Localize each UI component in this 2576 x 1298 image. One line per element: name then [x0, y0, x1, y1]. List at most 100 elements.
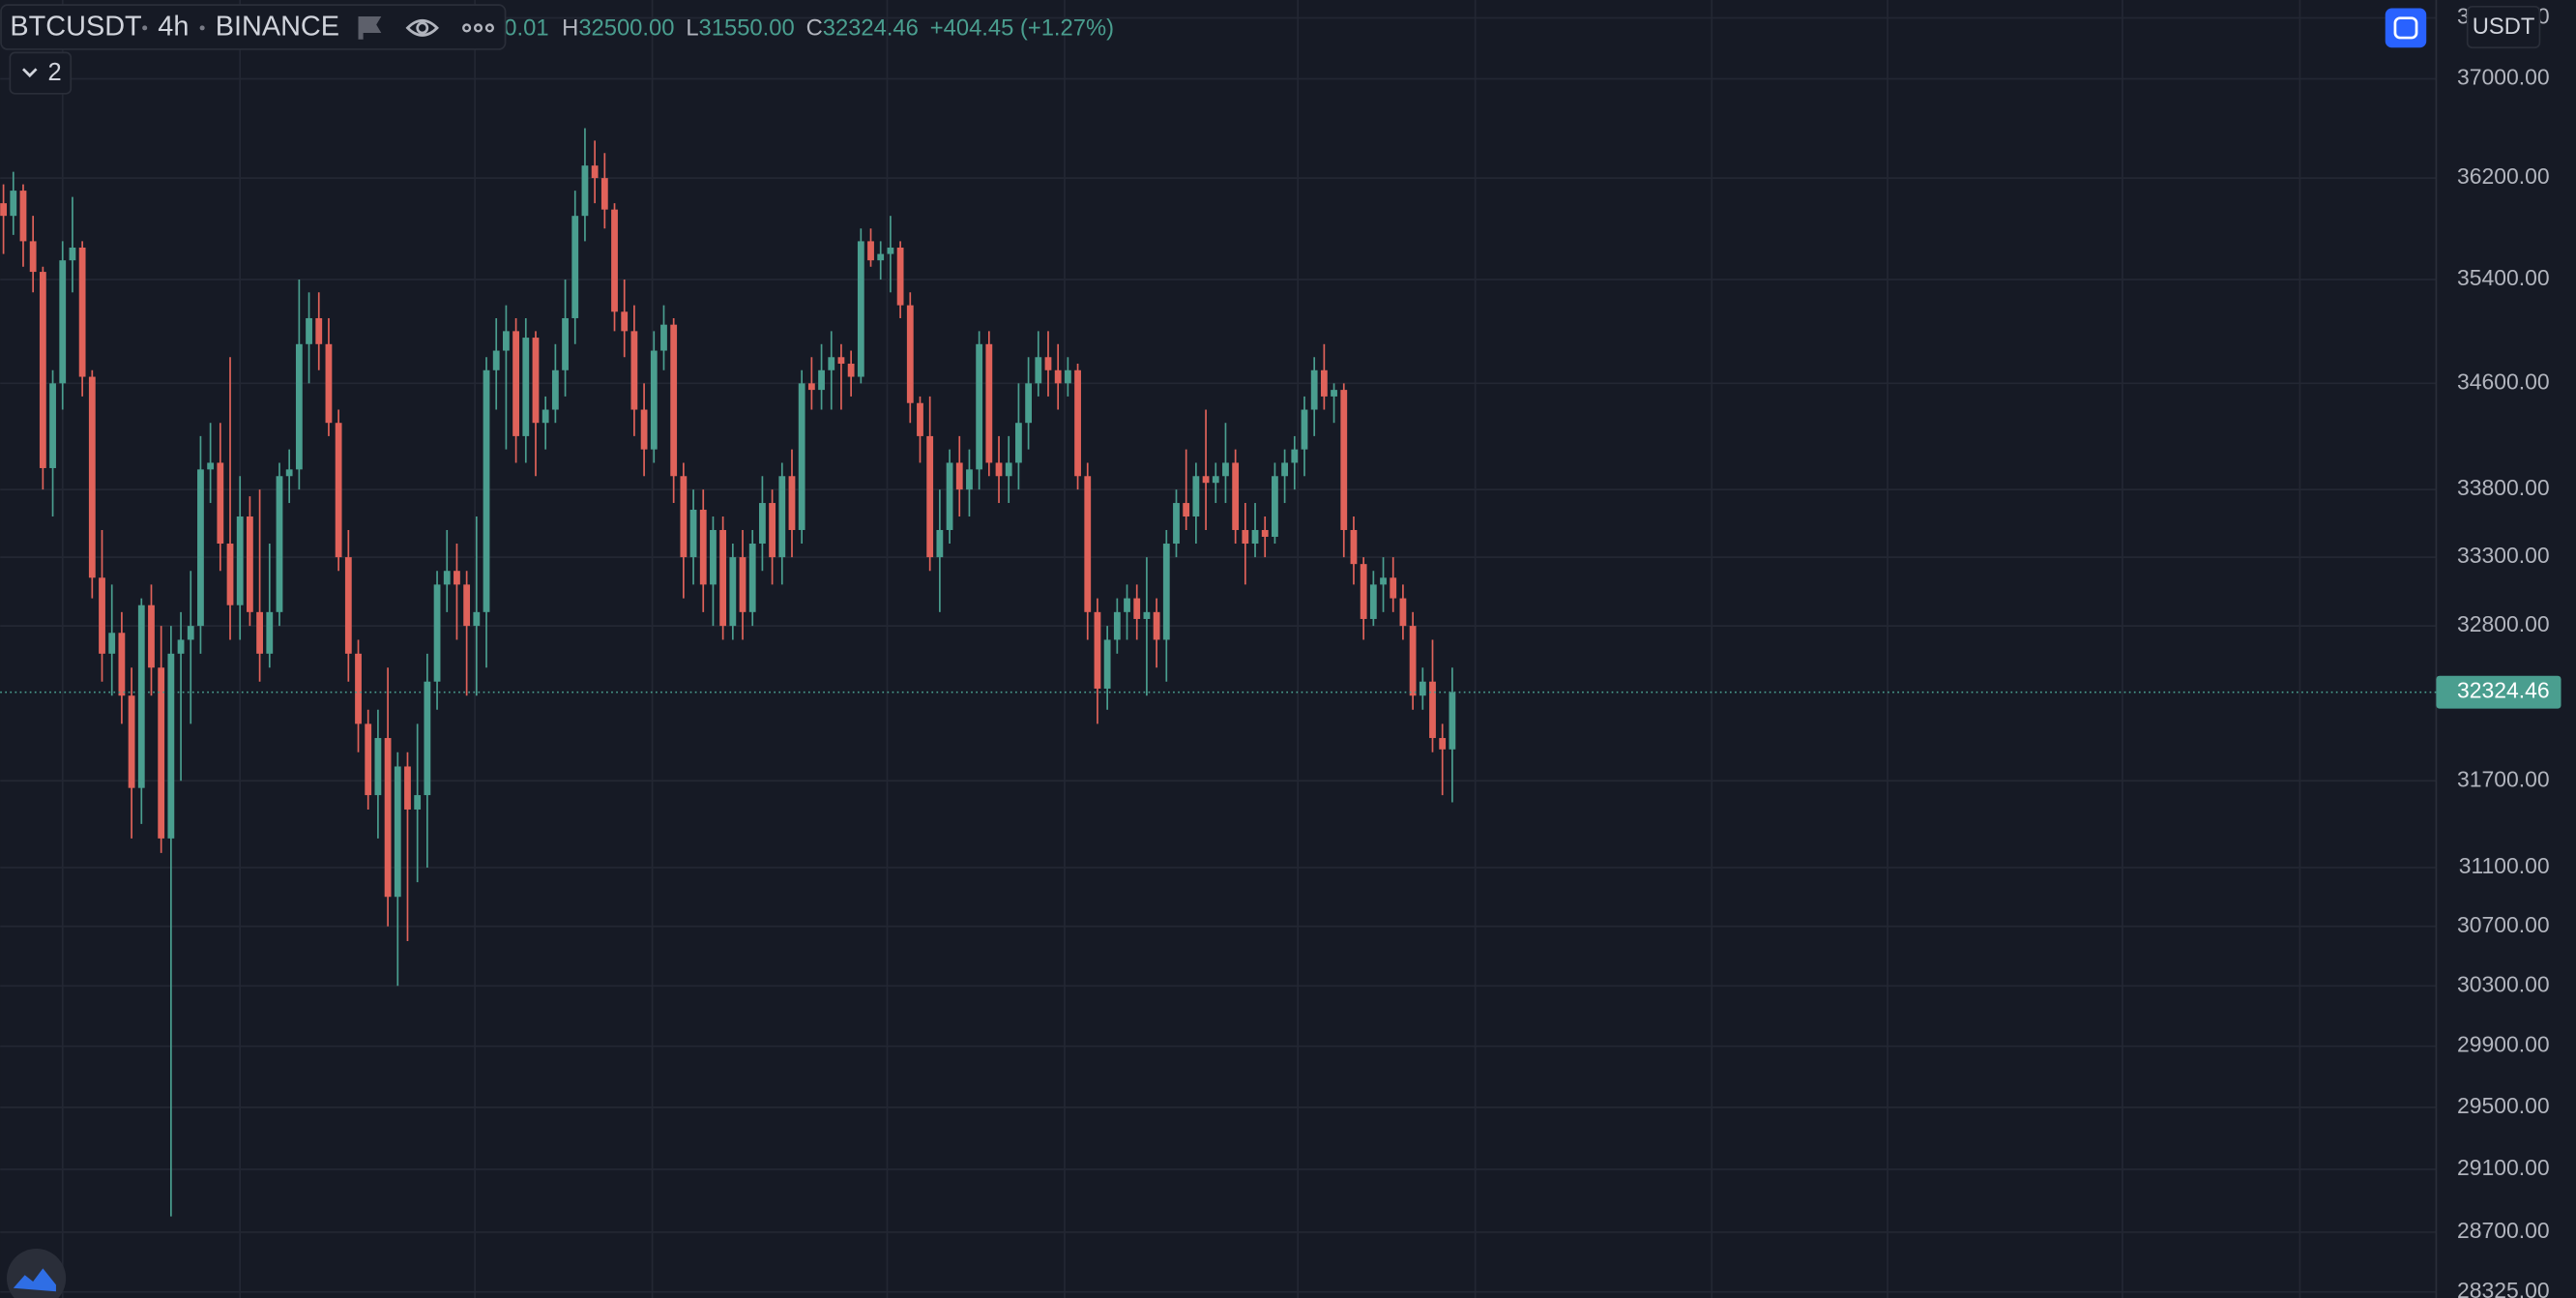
candle-body	[1124, 598, 1130, 612]
candle-body	[217, 462, 224, 545]
candle-body	[1301, 409, 1308, 450]
exchange[interactable]: BINANCE	[216, 12, 339, 43]
indicator-count: 2	[47, 59, 61, 86]
candle-body	[1291, 449, 1299, 463]
candle-body	[1015, 423, 1022, 463]
last-price-tag	[2436, 675, 2561, 709]
candle-body	[837, 357, 845, 365]
legend-value: 32500.00	[578, 15, 674, 42]
separator	[142, 25, 148, 31]
candle-body	[847, 364, 855, 377]
candle-body	[562, 317, 569, 370]
legend-value: 31550.00	[699, 15, 795, 42]
legend-hlc: H32500.00 L31550.00 C32324.46 +404.45 (+1.2…	[562, 15, 1114, 42]
y-tick-label: 33300.00	[2457, 543, 2550, 568]
candle-body	[148, 605, 155, 668]
candle-body	[778, 476, 786, 558]
candle-body	[936, 529, 944, 558]
candle-body	[798, 383, 805, 530]
candle-body	[1350, 529, 1358, 565]
candle-body	[1202, 476, 1210, 484]
flag-icon[interactable]	[358, 15, 382, 40]
candle-body	[788, 476, 796, 530]
settings-button[interactable]	[2385, 8, 2427, 48]
candle-body	[39, 272, 46, 468]
candle-body	[1439, 738, 1447, 750]
candle-body	[207, 462, 215, 470]
y-tick-label: 31100.00	[2459, 853, 2550, 878]
symbol[interactable]: BTCUSDT	[10, 12, 141, 43]
candle-body	[1251, 529, 1259, 545]
candle-body	[877, 253, 885, 261]
candle-body	[197, 469, 204, 627]
candle-body	[896, 247, 904, 306]
candle-body	[424, 681, 431, 796]
candle-body	[906, 305, 914, 403]
candle-body	[1005, 462, 1012, 477]
candle-body	[1173, 503, 1180, 545]
y-tick-label: 33800.00	[2457, 475, 2550, 500]
candle-body	[581, 165, 589, 217]
candle-body	[1232, 462, 1240, 530]
y-tick-label: 29500.00	[2457, 1093, 2550, 1118]
currency: USDT	[2473, 14, 2535, 40]
interval[interactable]: 4h	[158, 12, 189, 43]
candle-body	[1084, 476, 1092, 612]
candle-body	[1192, 476, 1200, 516]
ohlc-legend: O31920.01H32500.00L31550.00C32324.46+404…	[435, 15, 1114, 42]
candle-body	[759, 503, 766, 545]
legend-key: C	[806, 15, 823, 42]
candle-body	[689, 510, 697, 558]
candle-body	[443, 571, 451, 585]
candle-body	[1242, 529, 1249, 545]
candle-body	[1380, 577, 1387, 585]
toolbar-box	[0, 4, 507, 50]
candle-body	[917, 402, 923, 436]
candle-body	[492, 350, 500, 370]
candle-body	[325, 343, 333, 424]
candle-body	[1054, 369, 1062, 384]
candle-body	[640, 409, 648, 450]
candle-body	[128, 695, 135, 788]
more-icon[interactable]	[462, 23, 495, 33]
candle-body	[158, 667, 165, 839]
candle-body	[650, 350, 658, 450]
eye-icon[interactable]	[405, 18, 439, 37]
candle-body	[660, 324, 667, 351]
candle-body	[1074, 369, 1081, 477]
candle-body	[177, 639, 185, 654]
candle-body	[503, 331, 510, 351]
candle-body	[454, 571, 460, 585]
logo[interactable]	[6, 1249, 67, 1298]
candle-body	[985, 343, 993, 463]
candle-body	[995, 462, 1003, 477]
candle-body	[483, 369, 490, 612]
candle-body	[10, 191, 17, 217]
candle-body	[306, 317, 312, 344]
currency-button[interactable]	[2466, 5, 2541, 49]
candle-body	[1272, 476, 1278, 538]
candle-body	[226, 544, 234, 605]
candle-body	[29, 241, 37, 273]
time-grid	[61, 0, 2301, 1298]
legend-key: H	[562, 15, 578, 42]
candle-body	[946, 462, 953, 530]
candle-body	[1162, 544, 1170, 640]
y-tick-label: 31700.00	[2457, 766, 2550, 791]
candle-body	[710, 529, 717, 585]
indicators-toggle[interactable]	[9, 51, 73, 95]
candle-body	[78, 247, 86, 377]
candle-body	[266, 611, 274, 654]
price-grid	[0, 16, 2437, 1293]
candle-body	[818, 369, 825, 391]
candle-body	[276, 476, 283, 612]
y-tick-label: 29900.00	[2457, 1032, 2550, 1057]
separator	[199, 25, 205, 31]
candle-body	[867, 241, 874, 261]
candle-body	[69, 247, 76, 261]
candle-body	[1390, 577, 1397, 599]
candle-body	[699, 510, 707, 585]
candle-body	[187, 626, 194, 640]
